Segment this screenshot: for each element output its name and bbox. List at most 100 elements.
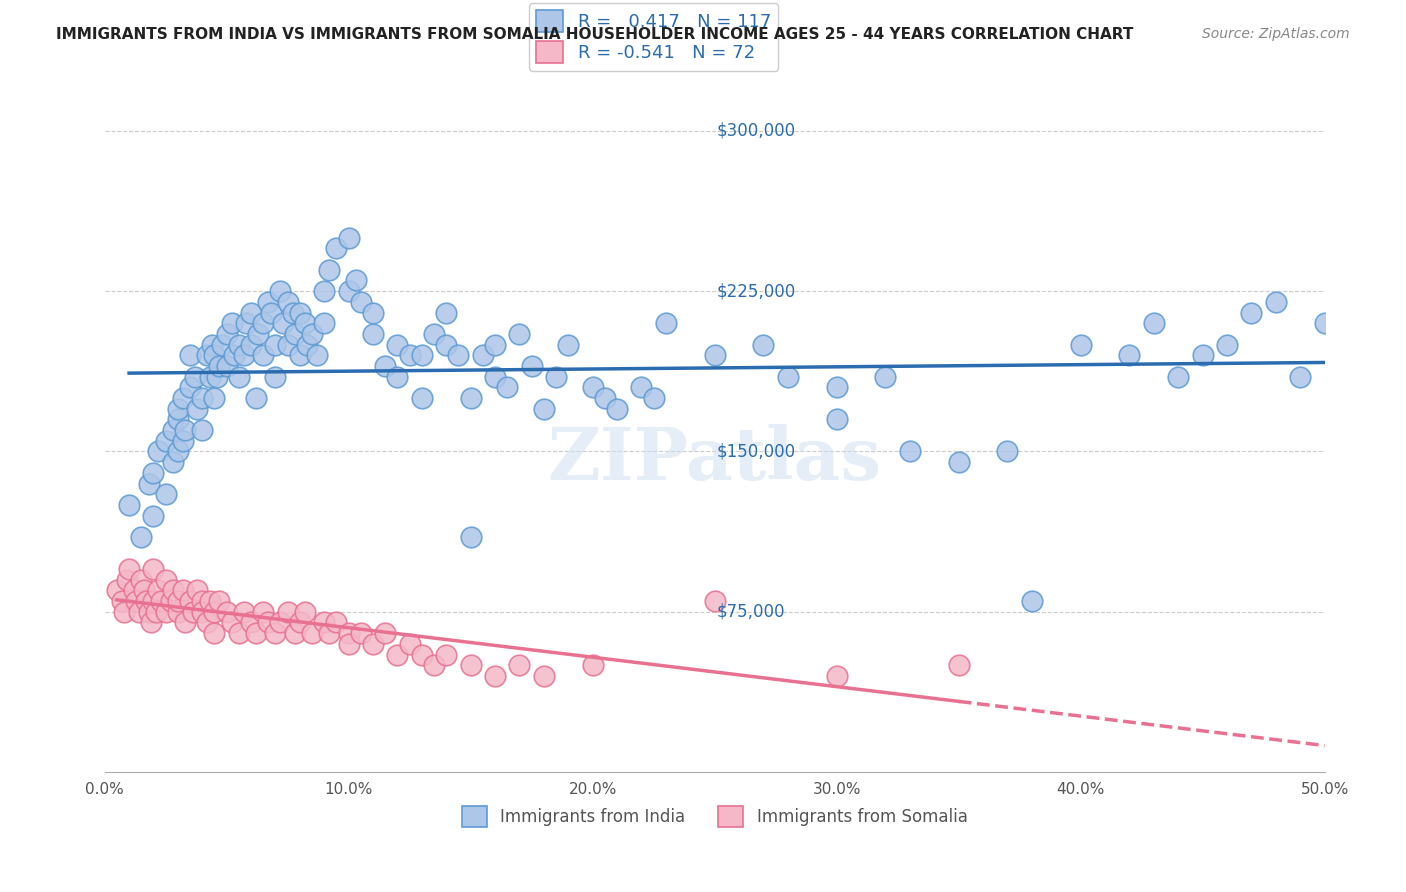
Point [247,326,270,341]
Point [232,605,254,619]
Point [142,594,165,608]
Point [162,455,184,469]
Point [221,615,243,630]
Point [122,583,145,598]
Point [115,573,138,587]
Text: $300,000: $300,000 [717,122,796,140]
Point [294,316,316,330]
Point [1191,348,1213,362]
Point [191,605,214,619]
Point [155,605,177,619]
Point [582,380,605,394]
Point [361,326,384,341]
Point [318,262,340,277]
Point [228,626,250,640]
Point [337,626,360,640]
Point [172,391,194,405]
Point [361,637,384,651]
Point [593,391,616,405]
Point [374,359,396,373]
Point [533,669,555,683]
Point [245,391,267,405]
Point [1143,316,1166,330]
Point [167,444,190,458]
Point [284,326,307,341]
Point [825,380,848,394]
Point [186,583,208,598]
Point [387,337,409,351]
Point [125,594,148,608]
Point [411,391,433,405]
Point [191,423,214,437]
Point [264,369,287,384]
Point [350,626,373,640]
Point [132,583,155,598]
Point [245,626,267,640]
Point [1240,305,1263,319]
Point [135,594,157,608]
Point [337,231,360,245]
Point [1021,594,1043,608]
Point [288,348,311,362]
Point [191,594,214,608]
Point [174,615,197,630]
Point [155,573,177,587]
Point [215,359,238,373]
Point [484,337,506,351]
Point [294,605,316,619]
Point [496,380,519,394]
Point [305,348,328,362]
Point [167,401,190,416]
Point [374,626,396,640]
Point [264,626,287,640]
Point [142,466,165,480]
Point [215,605,238,619]
Point [118,498,141,512]
Point [105,583,128,598]
Point [252,316,274,330]
Point [252,348,274,362]
Point [162,423,184,437]
Point [643,391,665,405]
Point [1313,316,1336,330]
Point [221,316,243,330]
Point [240,305,263,319]
Point [240,337,263,351]
Point [228,337,250,351]
Point [1070,337,1092,351]
Point [195,348,218,362]
Point [252,605,274,619]
Point [344,273,367,287]
Point [129,530,152,544]
Text: IMMIGRANTS FROM INDIA VS IMMIGRANTS FROM SOMALIA HOUSEHOLDER INCOME AGES 25 - 44: IMMIGRANTS FROM INDIA VS IMMIGRANTS FROM… [56,27,1133,42]
Point [387,648,409,662]
Point [198,369,221,384]
Point [423,658,446,673]
Point [186,401,208,416]
Point [703,594,725,608]
Point [277,337,299,351]
Point [211,337,233,351]
Point [257,294,280,309]
Point [288,615,311,630]
Point [325,241,347,255]
Point [204,348,226,362]
Point [1289,369,1312,384]
Point [201,337,224,351]
Point [149,594,172,608]
Text: $150,000: $150,000 [717,442,796,460]
Point [1264,294,1286,309]
Point [484,669,506,683]
Point [350,294,373,309]
Point [948,455,970,469]
Point [195,615,218,630]
Text: $75,000: $75,000 [717,603,786,621]
Point [138,476,160,491]
Point [111,594,134,608]
Point [361,305,384,319]
Point [301,626,323,640]
Point [277,294,299,309]
Point [198,594,221,608]
Point [167,412,190,426]
Point [423,326,446,341]
